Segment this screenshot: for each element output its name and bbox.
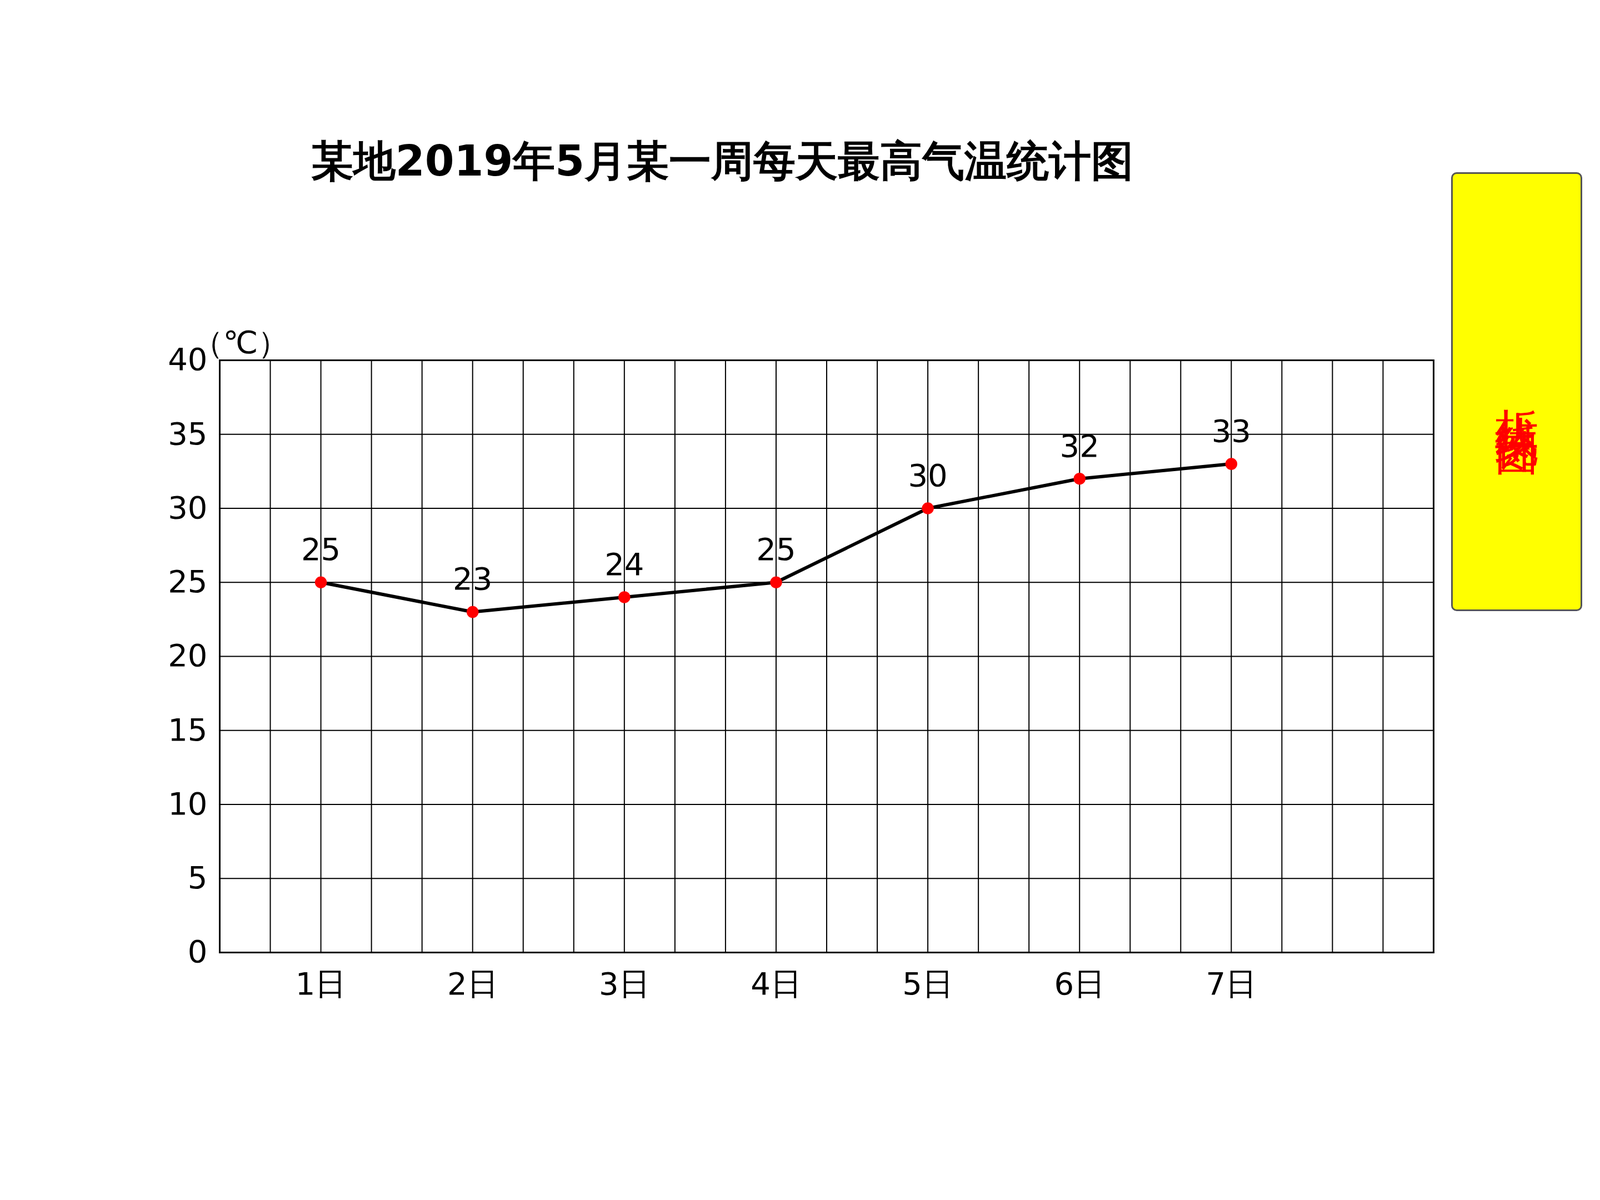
svg-text:30: 30 — [907, 457, 948, 494]
svg-text:35: 35 — [167, 415, 208, 452]
svg-text:7日: 7日 — [1206, 965, 1258, 1002]
svg-text:25: 25 — [167, 563, 208, 600]
svg-text:10: 10 — [167, 785, 208, 822]
html-text:折线统计图: 折线统计图 — [1491, 375, 1542, 409]
svg-text:33: 33 — [1211, 412, 1252, 449]
svg-text:32: 32 — [1060, 427, 1100, 464]
svg-text:1日: 1日 — [295, 965, 347, 1002]
svg-text:2日: 2日 — [447, 965, 499, 1002]
svg-text:3日: 3日 — [598, 965, 650, 1002]
svg-text:40: 40 — [167, 341, 208, 378]
svg-text:0: 0 — [187, 933, 208, 970]
svg-text:23: 23 — [452, 560, 493, 597]
svg-text:4日: 4日 — [750, 965, 802, 1002]
svg-text:30: 30 — [167, 489, 208, 526]
svg-text:5日: 5日 — [902, 965, 954, 1002]
html-text:某地2019年5月某一周每天最高气温统计图: 某地2019年5月某一周每天最高气温统计图 — [311, 136, 1134, 186]
svg-text:6日: 6日 — [1053, 965, 1105, 1002]
svg-text:5: 5 — [187, 859, 208, 896]
svg-text:25: 25 — [301, 531, 341, 568]
svg-text:20: 20 — [167, 637, 208, 674]
svg-text:（℃）: （℃） — [192, 324, 290, 361]
svg-text:15: 15 — [167, 711, 208, 748]
svg-text:24: 24 — [604, 546, 644, 583]
svg-text:25: 25 — [756, 531, 796, 568]
